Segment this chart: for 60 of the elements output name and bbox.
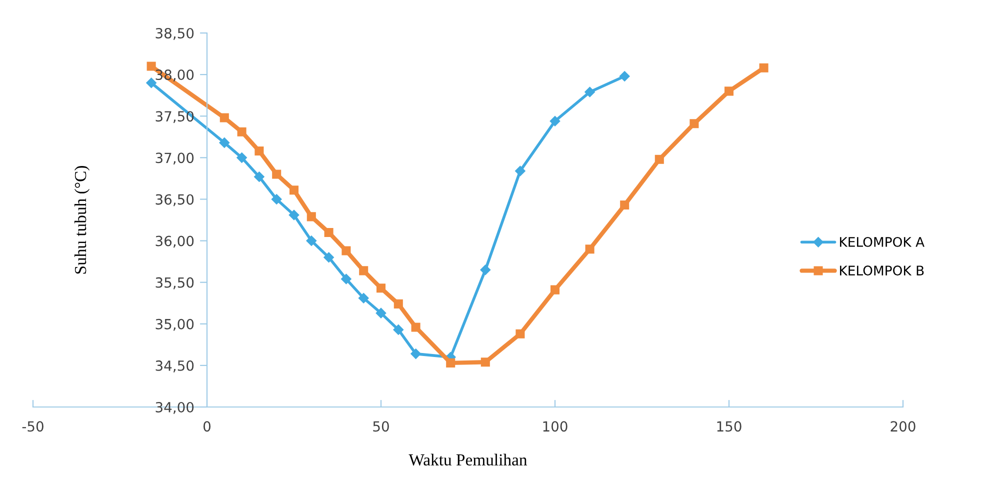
point bbox=[359, 266, 368, 276]
y-tick-label: 35,00 bbox=[156, 318, 194, 331]
point bbox=[620, 200, 630, 210]
point bbox=[254, 146, 264, 156]
point bbox=[237, 127, 246, 136]
point bbox=[550, 285, 560, 294]
point bbox=[306, 212, 316, 222]
point bbox=[146, 62, 156, 71]
point bbox=[654, 154, 664, 164]
point bbox=[690, 119, 699, 128]
x-tick-label: 100 bbox=[543, 421, 568, 432]
y-tick-label: 37,00 bbox=[156, 152, 194, 165]
x-tick-label: 150 bbox=[717, 421, 742, 432]
point bbox=[516, 329, 525, 338]
point bbox=[446, 358, 456, 368]
point bbox=[515, 166, 526, 176]
y-tick-label: 36,00 bbox=[156, 236, 194, 248]
point bbox=[219, 138, 230, 148]
x-tick-label: 50 bbox=[373, 421, 389, 432]
point bbox=[585, 244, 594, 254]
point bbox=[358, 293, 369, 304]
y-tick-label: 34,50 bbox=[156, 360, 194, 372]
y-axis-title: Suhu tubuh (°C) bbox=[74, 166, 90, 274]
point bbox=[619, 71, 630, 82]
point bbox=[759, 63, 768, 72]
point bbox=[584, 86, 595, 98]
point bbox=[550, 116, 560, 126]
x-tick-label: 200 bbox=[890, 421, 916, 432]
point bbox=[342, 246, 351, 256]
y-tick-label: 35,50 bbox=[156, 277, 194, 290]
x-tick-label: -50 bbox=[22, 421, 44, 432]
x-tick-label: 0 bbox=[203, 421, 210, 432]
legend-label: KELOMPOK B bbox=[840, 266, 924, 276]
point bbox=[394, 299, 403, 308]
point bbox=[480, 264, 491, 275]
legend-label: KELOMPOK A bbox=[840, 236, 924, 247]
point bbox=[254, 172, 264, 182]
point bbox=[376, 308, 386, 318]
point bbox=[236, 152, 247, 163]
point bbox=[306, 236, 317, 246]
point bbox=[272, 170, 282, 179]
point bbox=[411, 322, 420, 332]
y-tick-label: 34,00 bbox=[156, 402, 194, 414]
point bbox=[324, 228, 334, 237]
point bbox=[341, 274, 352, 284]
y-tick-label: 37,50 bbox=[156, 111, 194, 123]
point bbox=[271, 194, 282, 204]
y-tick-label: 38,50 bbox=[156, 28, 194, 40]
point bbox=[724, 86, 734, 96]
x-axis-title: Waktu Pemulihan bbox=[408, 454, 528, 466]
point bbox=[480, 358, 490, 367]
y-tick-label: 36,50 bbox=[156, 194, 194, 206]
point bbox=[146, 78, 156, 88]
point bbox=[376, 284, 386, 293]
point bbox=[393, 324, 404, 335]
point bbox=[289, 186, 299, 195]
point bbox=[288, 210, 300, 220]
point bbox=[324, 252, 334, 263]
point bbox=[410, 348, 421, 359]
point bbox=[220, 113, 229, 122]
